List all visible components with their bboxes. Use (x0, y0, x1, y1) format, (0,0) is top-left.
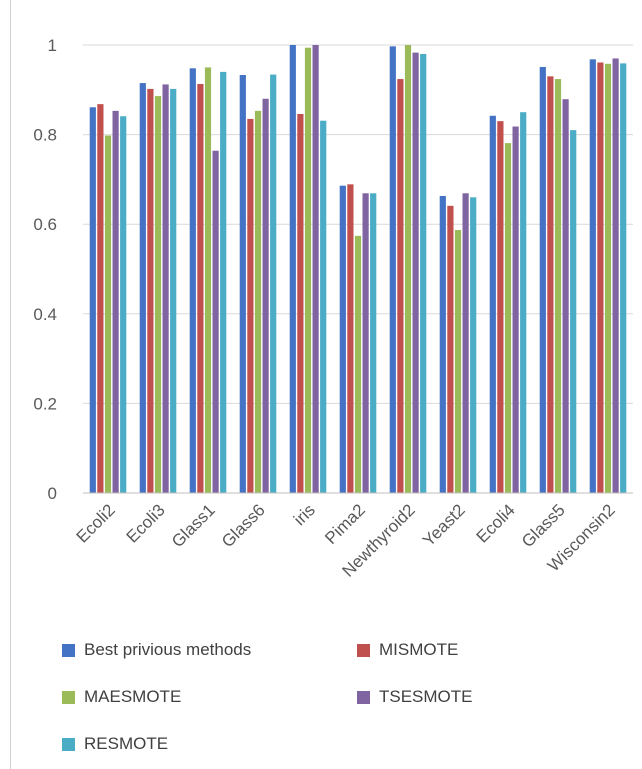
bar (539, 66, 546, 494)
bar (404, 45, 412, 493)
x-tick-label: Glass1 (168, 500, 219, 551)
bar (162, 84, 169, 493)
bar (612, 58, 619, 493)
bar (120, 116, 127, 494)
bar (212, 150, 219, 493)
bar (339, 185, 346, 493)
bar (297, 113, 304, 493)
legend-label: MAESMOTE (84, 687, 182, 706)
bar (547, 76, 554, 494)
legend-item: RESMOTE (62, 734, 168, 754)
bar (312, 45, 319, 493)
bar (154, 96, 162, 494)
bar (604, 63, 612, 493)
bar (197, 83, 204, 493)
x-tick-label: Yeast2 (419, 500, 469, 550)
y-tick-label: 0.8 (33, 126, 57, 145)
legend-swatch (357, 690, 370, 704)
bar (412, 52, 419, 494)
legend-swatch (357, 643, 370, 657)
bar (470, 197, 477, 493)
x-tick-label: Pima2 (321, 500, 369, 548)
plot-area: 0 0.2 0.4 0.6 0.8 1 Ecoli2 Ecoli3 Glass1 Glass6 ir… (33, 36, 633, 581)
bar (304, 47, 312, 494)
bar (112, 110, 119, 493)
bar (562, 99, 569, 493)
x-tick-label: iris (290, 500, 319, 529)
legend-item: TSESMOTE (357, 687, 473, 707)
bar (489, 115, 496, 493)
x-tick-label: Glass6 (218, 500, 269, 551)
bar (454, 230, 462, 494)
legend-swatch (62, 643, 75, 657)
legend-swatch (62, 690, 75, 704)
bar (89, 107, 96, 493)
y-tick-label: 0 (48, 484, 57, 503)
bar (247, 118, 254, 494)
bar (104, 135, 112, 493)
bar (270, 74, 277, 494)
bar (520, 112, 527, 493)
bar (289, 45, 296, 493)
bar (262, 98, 269, 493)
y-tick-label: 0.6 (33, 215, 57, 234)
bar (254, 110, 262, 493)
bar (570, 130, 577, 493)
bar (189, 68, 196, 494)
legend-label: RESMOTE (84, 734, 169, 753)
bar (554, 79, 562, 493)
x-tick-label: Ecoli4 (473, 500, 519, 546)
bar (397, 79, 404, 493)
bar (497, 121, 504, 493)
legend-item: Best privious methods (62, 640, 251, 660)
bar (389, 46, 396, 494)
bar (354, 235, 362, 493)
bar (320, 120, 327, 493)
bar (362, 193, 369, 493)
bar (370, 193, 377, 493)
y-tick-label: 0.4 (33, 305, 57, 324)
bar (347, 184, 354, 493)
legend-item: MAESMOTE (62, 687, 181, 707)
bar (597, 62, 604, 494)
legend-label: Best privious methods (84, 640, 252, 659)
bar (512, 126, 519, 493)
left-border-line (10, 0, 11, 769)
bar (139, 83, 146, 493)
bar (204, 67, 212, 494)
bar (170, 88, 177, 494)
bar (420, 53, 427, 494)
bar (462, 193, 469, 493)
bar (447, 205, 454, 493)
bar (220, 71, 227, 493)
bar (439, 195, 446, 493)
y-tick-label: 1 (48, 36, 57, 55)
y-tick-label: 0.2 (33, 394, 57, 413)
legend-item: MISMOTE (357, 640, 458, 660)
legend-label: MISMOTE (379, 640, 459, 659)
bar (589, 59, 596, 493)
bar (620, 63, 627, 493)
x-tick-label: Ecoli3 (123, 500, 169, 546)
legend-label: TSESMOTE (379, 687, 473, 706)
bar (97, 104, 104, 494)
x-tick-label: Ecoli2 (73, 500, 119, 546)
legend-swatch (62, 737, 75, 751)
bar (239, 75, 246, 494)
bar (147, 88, 154, 494)
bar (504, 143, 512, 493)
